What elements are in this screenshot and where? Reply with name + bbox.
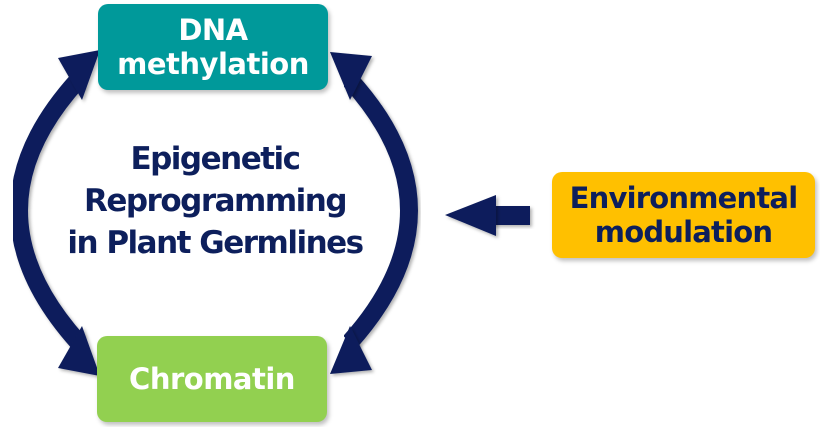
input-arrow-icon [445, 195, 496, 236]
dna-methylation-line-2: methylation [117, 47, 309, 81]
chromatin-node: Chromatin [97, 336, 327, 422]
center-title-line-1: Epigenetic [130, 141, 301, 177]
center-title-line-3: in Plant Germlines [67, 225, 364, 261]
center-title: Epigenetic Reprogramming in Plant Germli… [60, 138, 370, 278]
cycle-arrow-left-icon [10, 73, 85, 348]
environmental-modulation-line-1: Environmental [569, 181, 798, 215]
input-arrow-shaft [492, 206, 530, 225]
chromatin-label: Chromatin [129, 362, 295, 396]
environmental-modulation-node: Environmental modulation [552, 172, 815, 258]
environmental-modulation-line-2: modulation [594, 215, 773, 249]
center-title-line-2: Reprogramming [83, 183, 348, 219]
dna-methylation-line-1: DNA [178, 13, 248, 47]
arrowhead-left-bottom-icon [58, 326, 100, 376]
arrowhead-right-top-icon [330, 52, 372, 100]
arrowhead-right-bottom-icon [330, 326, 372, 374]
cycle-arrow-right-icon [343, 73, 418, 348]
arrowhead-left-top-icon [58, 50, 100, 100]
dna-methylation-node: DNA methylation [98, 4, 328, 90]
